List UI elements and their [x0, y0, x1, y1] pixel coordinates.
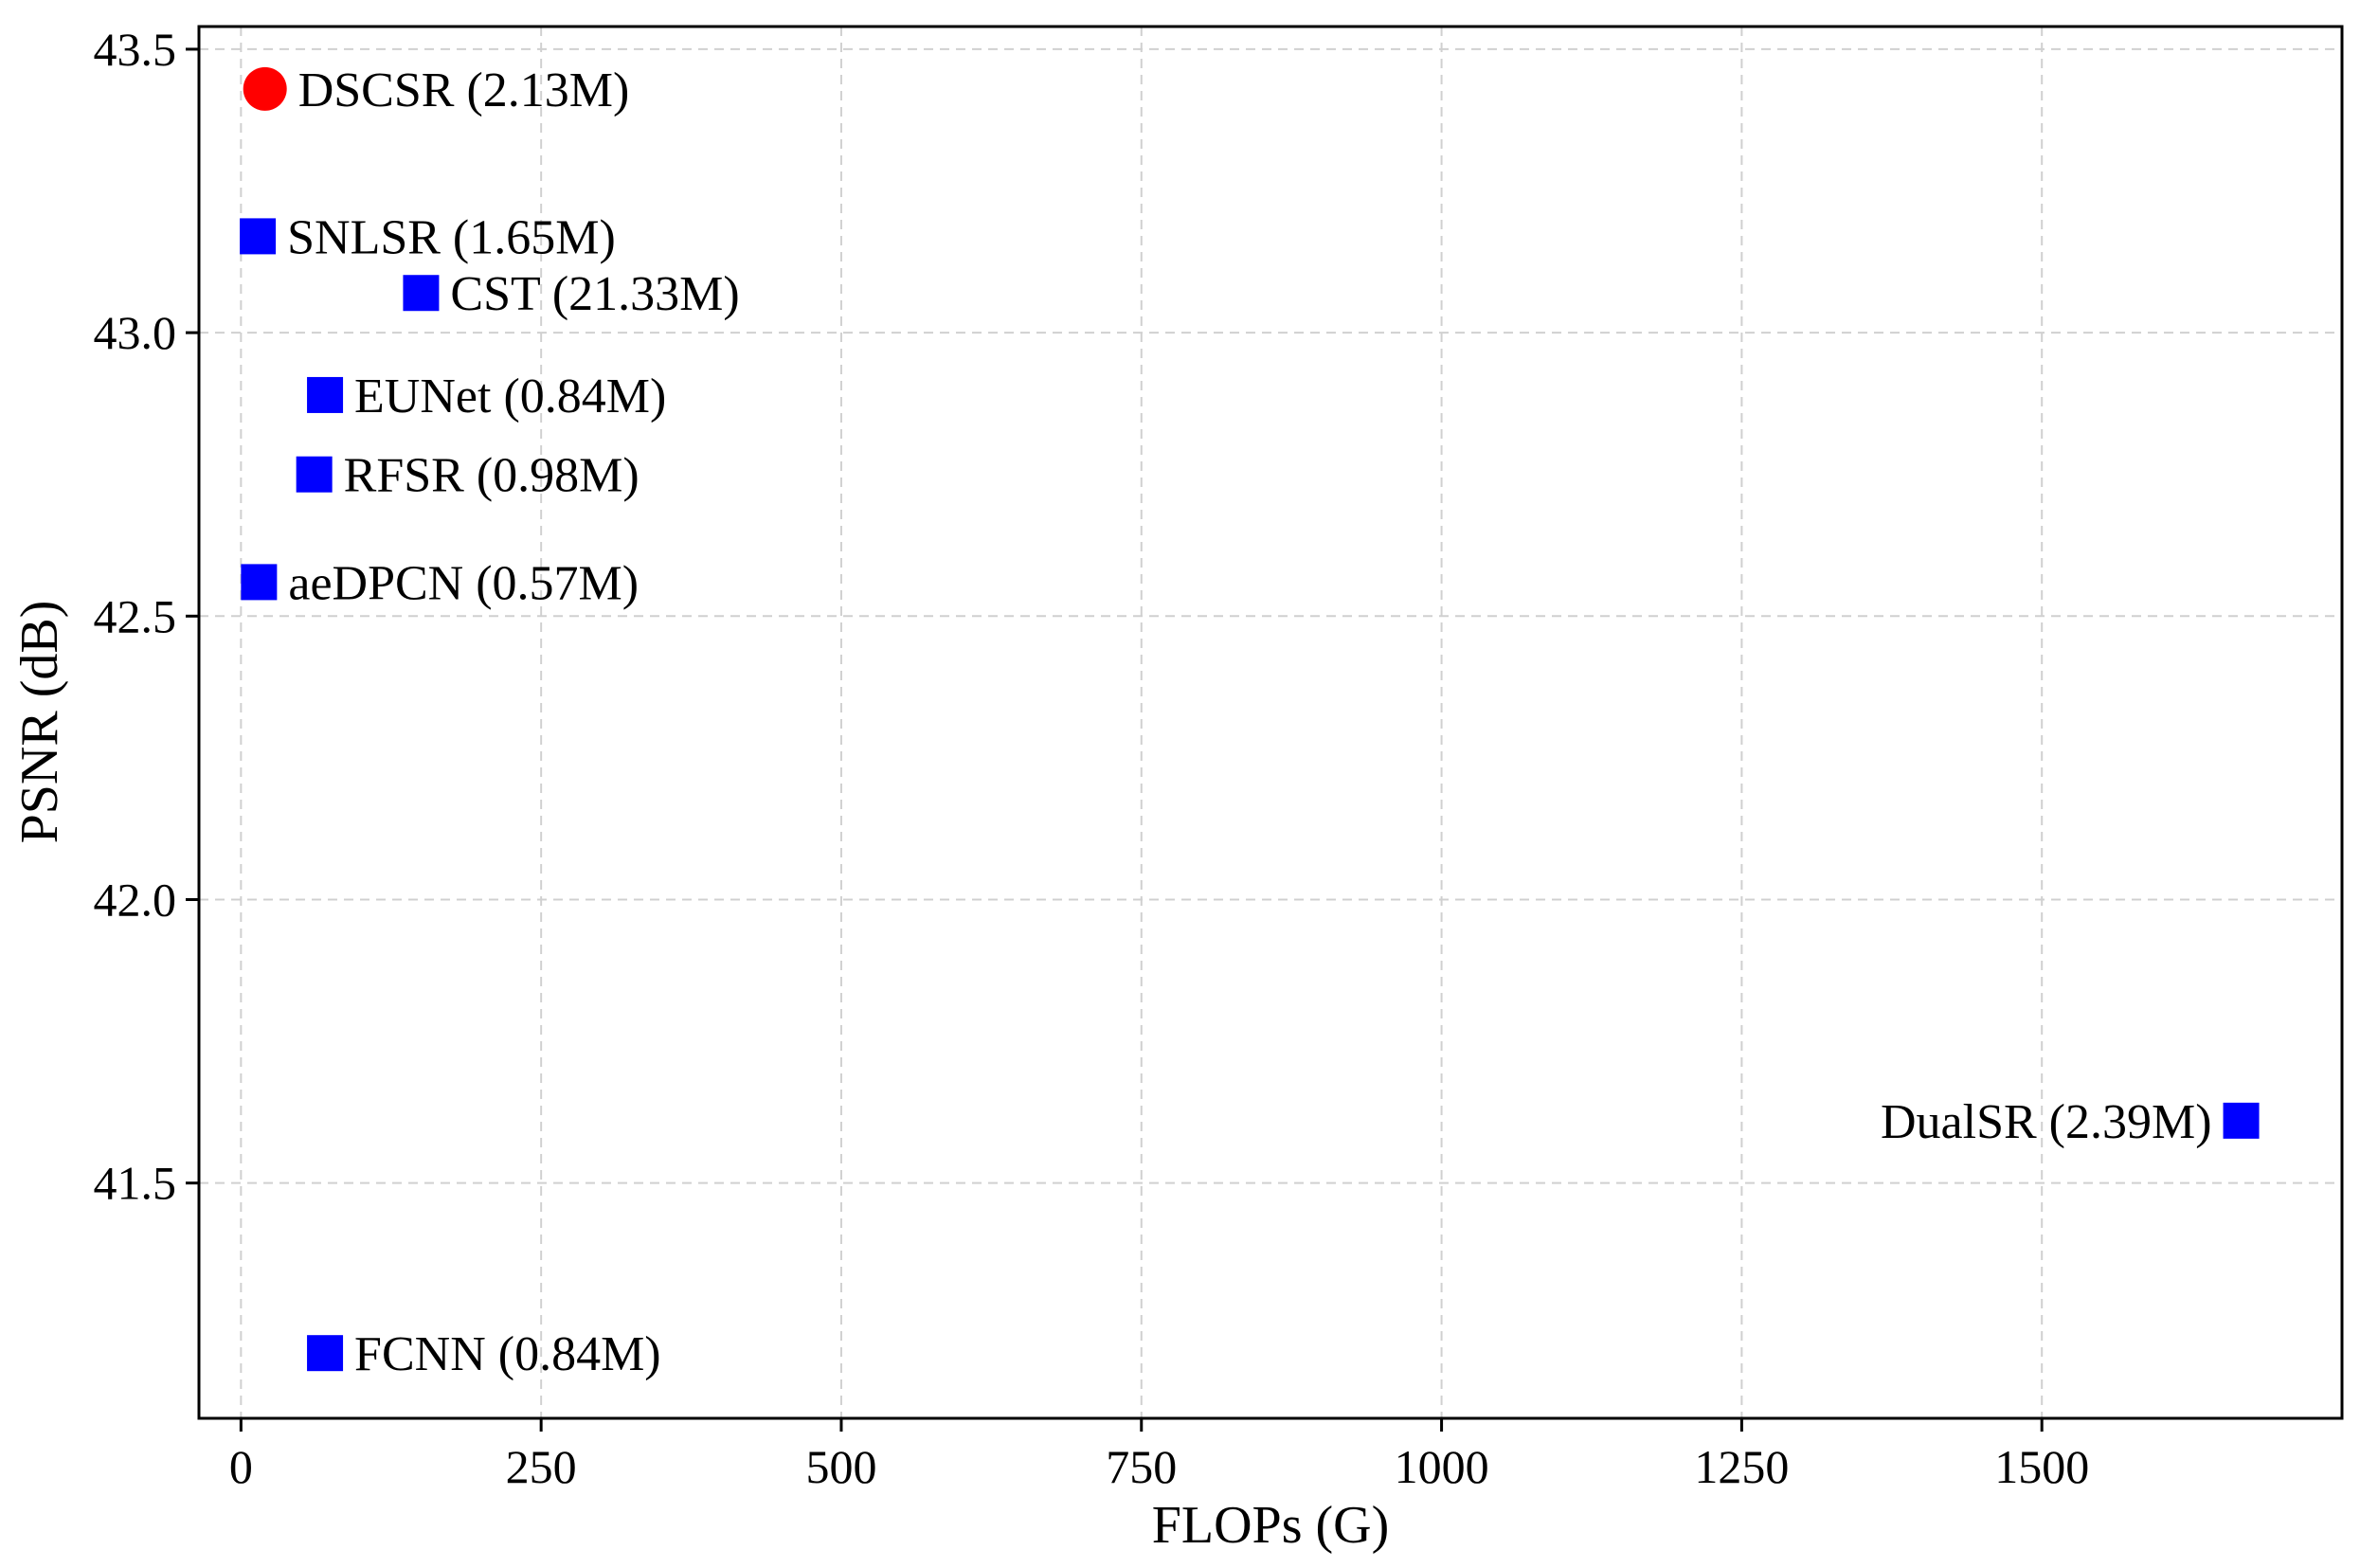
x-tick-label: 1000: [1395, 1440, 1489, 1493]
data-point-label: SNLSR (1.65M): [287, 210, 616, 264]
x-tick-label: 750: [1106, 1440, 1177, 1493]
x-tick-label: 250: [506, 1440, 577, 1493]
data-points: DSCSR (2.13M) SNLSR (1.65M)CST (21.33M) EU…: [240, 63, 2260, 1381]
y-tick-label: 41.5: [94, 1157, 177, 1210]
y-tick-label: 42.0: [94, 873, 177, 926]
data-point-square: [296, 456, 333, 493]
x-tick-label: 0: [229, 1440, 253, 1493]
data-point-square: [307, 376, 344, 413]
data-point-label: CST (21.33M): [450, 267, 739, 321]
x-tick-label: 1500: [1994, 1440, 2089, 1493]
y-tick-label: 43.0: [94, 306, 177, 359]
plot-frame: [197, 25, 2344, 1420]
x-tick-label: 1250: [1694, 1440, 1789, 1493]
data-point-square: [307, 1335, 344, 1372]
x-tick-label: 500: [805, 1440, 876, 1493]
data-point-label: aeDPCN (0.57M): [288, 556, 639, 610]
data-point-label: FCNN (0.84M): [354, 1327, 661, 1381]
data-point-square: [240, 218, 277, 255]
data-point-label: EUNet (0.84M): [354, 369, 666, 424]
data-point-label: RFSR (0.98M): [344, 449, 640, 503]
axis-ticks: 0 250 500 750 1000 1250 1500 41.5 42.0 42.5 43.0 43…: [94, 23, 2090, 1493]
data-point-label: DualSR (2.39M): [1881, 1095, 2212, 1149]
data-point-square: [2223, 1102, 2260, 1139]
data-point-circle: [243, 66, 287, 111]
y-tick-label: 43.5: [94, 23, 177, 76]
y-axis-title: PSNR (dB): [10, 601, 69, 844]
data-point-square: [241, 564, 278, 601]
x-axis-title: FLOPs (G): [1152, 1496, 1389, 1555]
data-point-square: [403, 275, 440, 312]
data-point-label: DSCSR (2.13M): [298, 63, 630, 117]
y-tick-label: 42.5: [94, 589, 177, 642]
grid-lines: [199, 27, 2342, 1418]
